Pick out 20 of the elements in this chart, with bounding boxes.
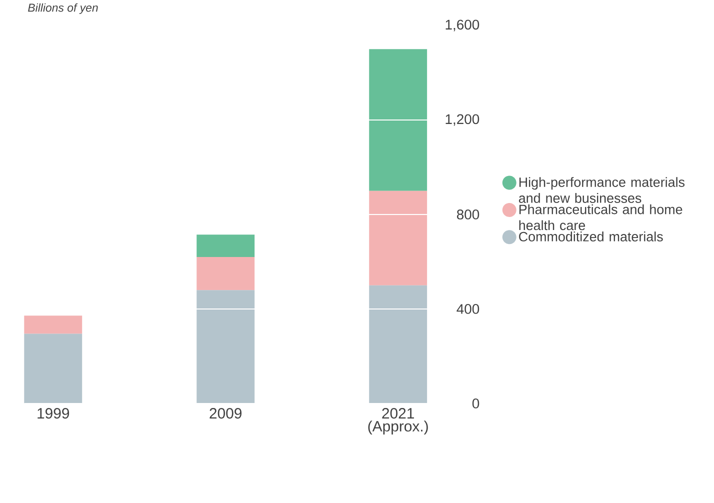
bar [369,191,428,286]
y-axis-title: Billions of yen [28,3,98,14]
bar [196,234,255,258]
legend-label: Commoditized materials [519,232,663,242]
y-tick-label: 0 [472,398,480,409]
bar [196,290,255,404]
legend-label: Pharmaceuticals and home health care [519,204,682,230]
y-tick-label: 1,200 [446,114,480,126]
bar [24,316,82,334]
legend-label: High-performance materials and new businesses [518,177,685,204]
bar [196,257,255,290]
y-tick-label: 1,600 [446,20,480,32]
x-tick-label: 2009 [210,408,242,419]
x-tick-label: 2021 (Approx.) [368,408,428,435]
y-tick-label: 800 [456,210,480,220]
x-tick-label: 1999 [38,408,70,419]
y-tick-label: 400 [456,304,480,314]
bar [24,334,82,404]
bar [369,286,428,404]
bar [369,49,428,192]
